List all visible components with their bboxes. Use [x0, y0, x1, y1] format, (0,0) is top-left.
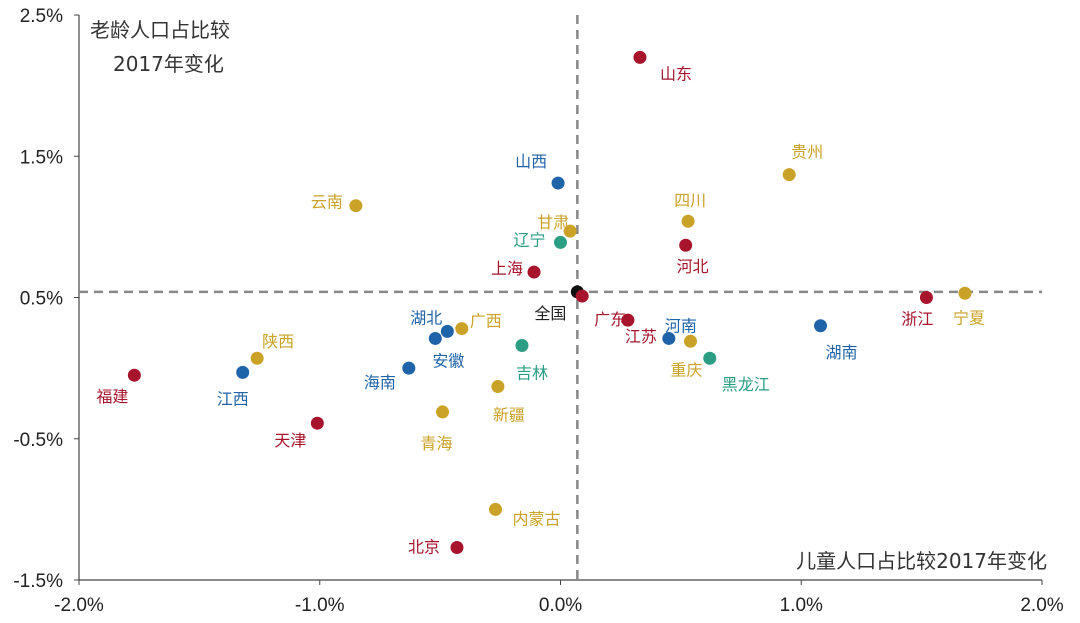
data-point [236, 365, 250, 379]
point-label: 广西 [470, 312, 502, 331]
data-point [621, 313, 635, 327]
y-tick-label: 2.5% [20, 6, 63, 27]
data-point [782, 168, 796, 182]
point-label: 北京 [408, 538, 440, 557]
data-point [402, 361, 416, 375]
data-point [919, 291, 933, 304]
data-point [310, 416, 324, 430]
point-label: 黑龙江 [722, 375, 770, 394]
point-label: 甘肃 [537, 213, 569, 232]
data-point [633, 50, 647, 64]
point-label: 四川 [674, 191, 706, 210]
point-label: 吉林 [516, 364, 548, 383]
point-label: 河南 [665, 316, 697, 335]
data-point [662, 331, 676, 345]
x-tick-label: 2.0% [1020, 595, 1063, 616]
point-label: 山东 [660, 64, 692, 83]
data-point [527, 265, 541, 279]
data-point [491, 379, 505, 393]
point-label: 湖北 [410, 308, 442, 327]
data-point [958, 286, 972, 300]
point-label: 江西 [217, 389, 249, 408]
axes-frame [78, 15, 1042, 581]
data-point [250, 351, 264, 365]
point-label: 重庆 [670, 360, 702, 379]
point-label: 天津 [274, 431, 306, 450]
y-tick-label: -0.5% [13, 430, 63, 451]
data-point [703, 351, 717, 365]
point-label: 云南 [311, 193, 343, 212]
x-tick-label: -1.0% [295, 595, 345, 616]
point-label: 上海 [491, 259, 523, 278]
x-axis-title: 儿童人口占比较2017年变化 [796, 549, 1047, 573]
data-point [681, 214, 695, 228]
y-tick-label: 0.5% [20, 289, 63, 310]
y-axis-title-line2: 2017年变化 [113, 52, 224, 76]
data-point [440, 324, 454, 338]
point-label: 青海 [421, 434, 453, 453]
point-label: 陕西 [262, 332, 294, 351]
point-label: 广东 [594, 310, 626, 329]
point-label: 安徽 [432, 351, 464, 370]
y-tick-label: -1.5% [13, 571, 63, 592]
point-label: 山西 [515, 152, 547, 171]
data-point [814, 319, 828, 333]
point-label: 内蒙古 [512, 509, 560, 528]
y-axis-title-line1: 老龄人口占比较 [90, 18, 230, 42]
data-point [684, 334, 698, 348]
x-tick-label: 1.0% [780, 595, 823, 616]
data-point [127, 368, 141, 382]
data-point [515, 339, 529, 353]
data-point [488, 502, 502, 516]
point-label: 贵州 [791, 143, 823, 162]
data-point [349, 199, 363, 213]
data-point [455, 322, 469, 336]
data-point [450, 541, 464, 555]
data-point [554, 235, 567, 249]
point-label: 浙江 [901, 310, 933, 329]
data-point [679, 238, 693, 252]
point-label: 海南 [364, 373, 396, 392]
point-label: 辽宁 [513, 230, 545, 249]
data-point [428, 331, 442, 345]
data-points [127, 50, 972, 555]
point-label: 江苏 [625, 327, 657, 346]
data-point [563, 224, 577, 238]
data-point [575, 289, 589, 303]
point-label: 湖南 [826, 343, 858, 362]
x-tick-labels: -2.0% -1.0% 0.0% 1.0% 2.0% [54, 580, 1064, 616]
point-label: 新疆 [493, 405, 525, 424]
data-point [551, 176, 565, 190]
x-tick-label: -2.0% [54, 595, 104, 616]
point-label: 河北 [677, 257, 709, 276]
y-tick-label: 1.5% [20, 147, 63, 168]
point-label: 宁夏 [953, 308, 985, 327]
x-tick-label: 0.0% [539, 595, 582, 616]
point-label: 全国 [534, 304, 566, 323]
reference-lines [79, 15, 1042, 580]
y-tick-labels: 2.5% 1.5% 0.5% -0.5% -1.5% [13, 6, 79, 592]
point-label: 福建 [96, 387, 128, 406]
data-point [436, 405, 450, 419]
